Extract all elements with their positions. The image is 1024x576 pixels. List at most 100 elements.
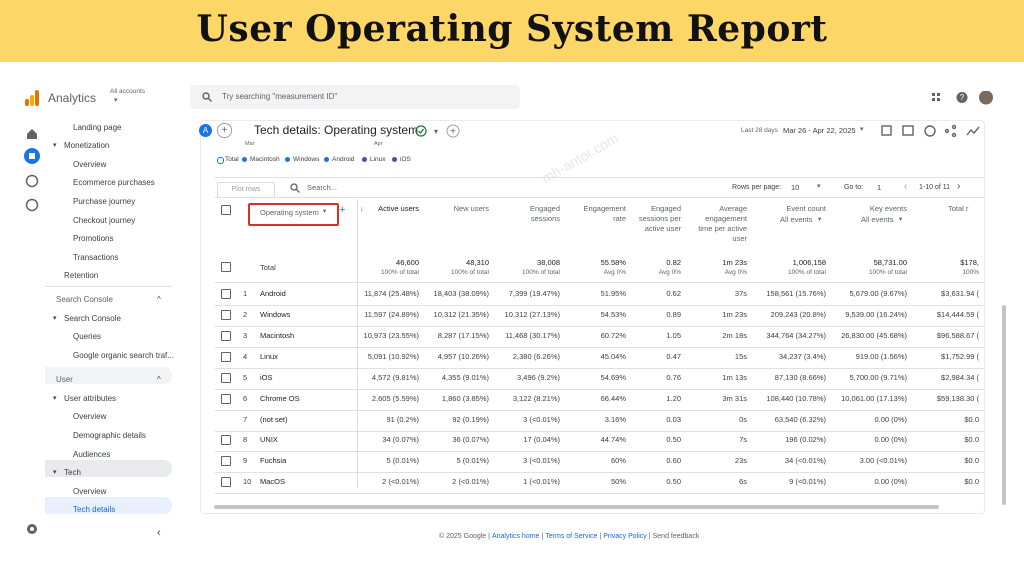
table-search-icon <box>290 183 300 193</box>
column-header[interactable]: Engaged sessions per active user <box>638 204 681 233</box>
plot-rows-button[interactable]: Plot rows <box>217 182 275 198</box>
total-value: 1,006,158 <box>792 258 826 267</box>
column-header[interactable]: Total r <box>948 204 969 213</box>
column-subheader[interactable]: All events <box>780 215 813 224</box>
icon-rail <box>24 129 40 212</box>
legend-dot <box>242 157 247 162</box>
col-divider <box>357 199 358 489</box>
date-range[interactable]: Mar 26 - Apr 22, 2025 <box>783 126 856 135</box>
cell: 34,237 (3.4%) <box>778 352 826 361</box>
search-box[interactable]: Try searching "measurement ID" <box>190 85 520 109</box>
legend-label: Linux <box>370 156 386 163</box>
nav-item[interactable]: Ecommerce purchases <box>73 178 155 187</box>
add-comparison[interactable]: + <box>217 123 232 138</box>
column-header[interactable]: Engaged sessions <box>529 204 560 223</box>
column-header[interactable]: New users <box>453 204 489 213</box>
checkbox[interactable] <box>221 331 231 341</box>
copyright: © 2025 Google | <box>439 533 490 540</box>
checkbox[interactable] <box>221 456 231 466</box>
row-number: 6 <box>243 394 248 403</box>
nav-section-bg <box>45 367 172 384</box>
cell: 2,605 (5.59%) <box>371 394 419 403</box>
nav-item[interactable]: Retention <box>64 271 99 280</box>
column-header[interactable]: Active users <box>378 204 419 213</box>
column-subheader[interactable]: All events <box>861 215 894 224</box>
nav-item[interactable]: User attributes <box>64 394 117 403</box>
nav-item[interactable]: Tech <box>64 468 81 477</box>
prev-page[interactable]: ‹ <box>904 181 908 192</box>
cell: 0.03 <box>666 415 681 424</box>
sub-caret: ▾ <box>818 216 822 223</box>
cell: 344,764 (34.27%) <box>766 331 826 340</box>
rows-per-page[interactable]: 10 <box>791 183 800 192</box>
checkbox[interactable] <box>221 373 231 383</box>
cell: 0.50 <box>666 477 681 486</box>
legend-dot <box>362 157 367 162</box>
cell: 1.20 <box>666 394 681 403</box>
header-line <box>215 197 985 198</box>
row-line <box>215 326 985 327</box>
logo <box>25 90 39 106</box>
nav-item[interactable]: Promotions <box>73 234 114 243</box>
settings-icon[interactable] <box>25 522 39 536</box>
nav-item[interactable]: Audiences <box>73 450 111 459</box>
row-line <box>215 282 985 283</box>
nav-item[interactable]: Monetization <box>64 141 110 150</box>
cell: $1,752.99 ( <box>941 352 979 361</box>
column-header[interactable]: Event count <box>786 204 826 213</box>
cell: $14,444.59 ( <box>936 310 979 319</box>
nav-item[interactable]: Landing page <box>73 123 122 132</box>
checkbox[interactable] <box>221 205 231 215</box>
footer-link[interactable]: Terms of Service <box>545 533 598 540</box>
os-name: Windows <box>260 310 291 319</box>
go-to-page[interactable]: 1 <box>877 183 882 192</box>
checkbox[interactable] <box>221 352 231 362</box>
footer-link[interactable]: Analytics home <box>491 533 540 540</box>
collapse-icon[interactable]: ‹ <box>157 527 161 539</box>
nav-item[interactable]: Overview <box>73 487 107 496</box>
checkbox[interactable] <box>221 477 231 487</box>
row-number: 8 <box>243 435 248 444</box>
nav-item[interactable]: Overview <box>73 412 107 421</box>
column-header[interactable]: Operating system <box>260 208 319 217</box>
nav-item[interactable]: Google organic search traf... <box>73 351 174 360</box>
add-dimension[interactable]: + <box>339 204 346 216</box>
nav-item[interactable]: Overview <box>73 160 107 169</box>
nav-item[interactable]: Transactions <box>73 253 119 262</box>
nav-item[interactable]: Search Console <box>64 314 121 323</box>
next-page[interactable]: › <box>957 181 961 192</box>
column-header[interactable]: Engagement rate <box>583 204 626 223</box>
legend-label: Macintosh <box>250 156 280 163</box>
nav-section[interactable]: User <box>56 375 73 384</box>
cell: 6s <box>739 477 747 486</box>
legend-dot <box>392 157 397 162</box>
date-label: Last 28 days <box>741 127 778 134</box>
nav-item[interactable]: Demographic details <box>73 431 146 440</box>
row-line <box>215 347 985 348</box>
total-label: Total <box>260 263 276 272</box>
nav-item[interactable]: Purchase journey <box>73 197 136 206</box>
column-header[interactable]: Average engagement time per active user <box>698 204 747 243</box>
nav-item[interactable]: Queries <box>73 332 102 341</box>
row-line <box>215 389 985 390</box>
table-search[interactable]: Search... <box>307 183 338 192</box>
cell: 15s <box>734 352 747 361</box>
account[interactable]: All accounts <box>110 88 146 95</box>
checkbox[interactable] <box>221 289 231 299</box>
nav-section[interactable]: Search Console <box>56 295 113 304</box>
action-icons <box>881 124 980 138</box>
column-header[interactable]: Key events <box>869 204 907 213</box>
cell: 0s <box>739 415 747 424</box>
checkbox[interactable] <box>221 310 231 320</box>
cell: 45.04% <box>600 352 626 361</box>
nav-item[interactable]: Tech details <box>73 505 116 514</box>
checkbox[interactable] <box>221 435 231 445</box>
checkbox[interactable] <box>221 394 231 404</box>
page-range: 1-10 of 11 <box>919 184 951 191</box>
nav-selected-bg <box>45 497 172 514</box>
cell: 10,061.00 (17.13%) <box>841 394 907 403</box>
checkbox[interactable] <box>221 262 231 272</box>
nav-item[interactable]: Checkout journey <box>73 216 136 225</box>
footer-link[interactable]: Send feedback <box>652 533 700 540</box>
footer-link[interactable]: Privacy Policy <box>603 533 647 540</box>
